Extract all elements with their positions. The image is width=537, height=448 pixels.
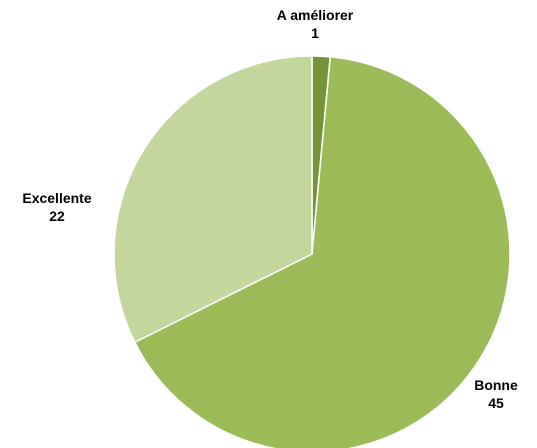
slice-category-label: Excellente — [22, 190, 91, 206]
slice-category-label: A améliorer — [277, 7, 354, 23]
pie-slices — [113, 55, 511, 448]
pie-slice-excellente — [113, 55, 313, 344]
pie-labels: A améliorer 1 Bonne 45 Excellente 22 — [22, 7, 518, 411]
slice-value-label: 22 — [49, 208, 65, 224]
slice-value-label: 1 — [311, 25, 319, 41]
slice-value-label: 45 — [488, 395, 504, 411]
slice-category-label: Bonne — [474, 377, 518, 393]
pie-slice-bonne — [133, 56, 511, 448]
